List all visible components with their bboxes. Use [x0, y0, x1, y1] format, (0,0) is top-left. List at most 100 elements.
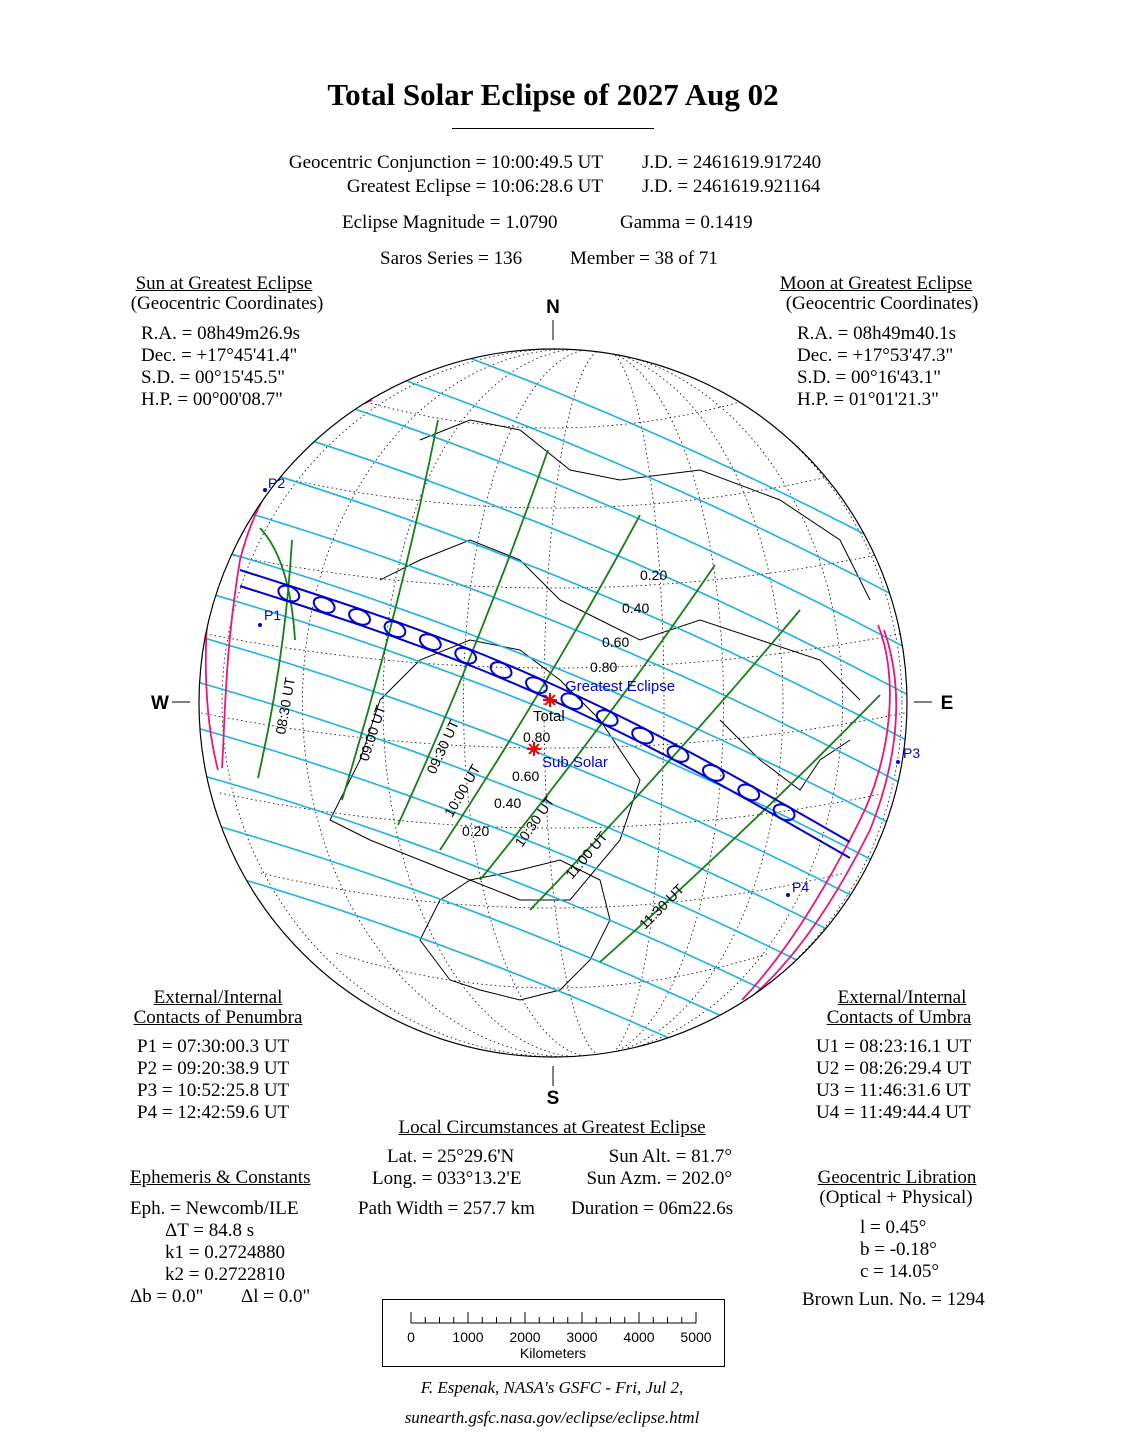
local-lat: Lat. = 25°29.6'N — [387, 1146, 515, 1167]
penumbra-p3: P3 = 10:52:25.8 UT — [137, 1080, 290, 1101]
p2-label: P2 — [268, 475, 285, 491]
ephemeris-k2: k2 = 0.2722810 — [165, 1264, 285, 1285]
magnitude-label: 0.40 — [494, 795, 521, 811]
penumbra-heading-1: External/Internal — [153, 987, 283, 1008]
meridian-line — [543, 349, 665, 1057]
p1-label: P1 — [264, 607, 281, 623]
time-lines — [257, 419, 881, 963]
magnitude-label: 0.20 — [640, 567, 667, 583]
contact-points: P2 P1 P3 P4 — [258, 475, 920, 897]
saros-member: Member = 38 of 71 — [570, 248, 718, 269]
time-label: 11:00 UT — [562, 828, 611, 882]
compass-east: E — [941, 693, 954, 714]
footer-credit: F. Espenak, NASA's GSFC - Fri, Jul 2, — [420, 1378, 684, 1397]
umbra-u1: U1 = 08:23:16.1 UT — [816, 1036, 972, 1057]
conjunction-time: Geocentric Conjunction = 10:00:49.5 UT — [288, 152, 603, 173]
ephemeris-heading: Ephemeris & Constants — [130, 1167, 311, 1188]
umbra-shadow-ellipse — [666, 745, 690, 763]
meridian-line — [221, 349, 903, 1057]
time-line — [599, 694, 881, 963]
umbra-heading-1: External/Internal — [837, 987, 967, 1008]
umbra-shadow-ellipse — [701, 764, 725, 782]
magnitude-label: 0.80 — [523, 729, 550, 745]
local-path-width: Path Width = 257.7 km — [358, 1198, 535, 1219]
parallel-line — [260, 472, 846, 509]
umbra-heading-2: Contacts of Umbra — [826, 1007, 972, 1028]
east-limit — [741, 624, 891, 1001]
moon-heading: Moon at Greatest Eclipse — [779, 273, 973, 294]
compass-north: N — [546, 297, 560, 318]
magnitude-label: 0.60 — [512, 768, 539, 784]
scale-tick-label: 4000 — [623, 1329, 654, 1345]
local-duration: Duration = 06m22.6s — [571, 1198, 734, 1219]
ephemeris-eph: Eph. = Newcomb/ILE — [130, 1198, 299, 1219]
greatest-eclipse-star-icon — [543, 693, 557, 707]
brown-lunation: Brown Lun. No. = 1294 — [802, 1289, 985, 1310]
scale-unit-label: Kilometers — [520, 1345, 586, 1361]
sun-sd: S.D. = 00°15'45.5" — [141, 367, 286, 388]
ephemeris-delta-l: Δl = 0.0" — [241, 1286, 311, 1307]
time-line — [257, 539, 293, 779]
p4-label: P4 — [792, 879, 809, 895]
conjunction-jd: J.D. = 2461619.917240 — [642, 152, 822, 173]
compass-west: W — [151, 693, 169, 714]
umbra-shadow-ellipse — [525, 676, 548, 695]
meridian-line — [302, 349, 843, 1057]
local-heading: Local Circumstances at Greatest Eclipse — [398, 1117, 706, 1138]
time-line — [529, 609, 801, 911]
umbra-shadow-ellipse — [454, 646, 478, 665]
magnitude-label: 0.80 — [590, 659, 617, 675]
umbra-shadow-ellipse — [737, 783, 761, 802]
umbra-shadow-ellipse — [631, 726, 654, 745]
sun-dec: Dec. = +17°45'41.4" — [141, 345, 298, 366]
west-limit-inner — [221, 401, 366, 769]
magnitude-curve — [199, 852, 907, 1057]
umbra-shadow-ellipse — [595, 709, 619, 727]
scale-tick-label: 2000 — [509, 1329, 540, 1345]
scale-tick-label: 3000 — [566, 1329, 597, 1345]
distance-scale-box: 0 1000 2000 3000 4000 5000 Kilometers — [382, 1299, 725, 1367]
magnitude-labels: 0.20 0.40 0.60 0.80 0.80 0.60 0.40 0.20 — [462, 567, 667, 839]
time-line — [397, 449, 549, 826]
distance-scale: 0 1000 2000 3000 4000 5000 Kilometers — [407, 1312, 712, 1361]
umbral-path — [239, 569, 851, 859]
globe-outline — [198, 348, 908, 1058]
moon-hp: H.P. = 01°01'21.3" — [797, 389, 939, 410]
scale-tick-label: 1000 — [452, 1329, 483, 1345]
moon-ra: R.A. = 08h49m40.1s — [797, 323, 957, 344]
sun-ra: R.A. = 08h49m26.9s — [141, 323, 301, 344]
libration-l: l = 0.45° — [860, 1217, 927, 1238]
libration-c: c = 14.05° — [860, 1261, 939, 1282]
parallel-line — [336, 392, 770, 429]
libration-subheading: (Optical + Physical) — [819, 1187, 973, 1208]
sun-heading: Sun at Greatest Eclipse — [135, 273, 313, 294]
p3-label: P3 — [903, 745, 920, 761]
moon-subheading: (Geocentric Coordinates) — [785, 293, 979, 314]
umbra-shadow-ellipse — [277, 584, 301, 603]
parallel-line — [219, 792, 887, 829]
penumbra-heading-2: Contacts of Penumbra — [133, 1007, 303, 1028]
libration-heading: Geocentric Libration — [817, 1167, 977, 1188]
magnitude-curve — [199, 622, 907, 954]
penumbra-p1: P1 = 07:30:00.3 UT — [137, 1036, 290, 1057]
parallel-line — [219, 552, 887, 589]
magnitude-curves — [199, 349, 907, 1057]
parallel-line — [260, 872, 846, 909]
sub-solar-label: Sub Solar — [542, 754, 608, 771]
penumbra-p4: P4 = 12:42:59.6 UT — [137, 1102, 290, 1123]
sub-solar-star-icon — [527, 742, 541, 756]
total-label: Total — [533, 708, 565, 725]
meridian-line — [463, 349, 724, 1057]
saros-series: Saros Series = 136 — [380, 248, 523, 269]
umbra-shadow-ellipse — [772, 803, 796, 822]
ephemeris-k1: k1 = 0.2724880 — [165, 1242, 285, 1263]
magnitude-label: 0.60 — [602, 634, 629, 650]
ephemeris-delta-t: ΔT = 84.8 s — [165, 1220, 255, 1241]
local-long: Long. = 033°13.2'E — [372, 1168, 522, 1189]
local-sun-azm: Sun Azm. = 202.0° — [586, 1168, 732, 1189]
sun-subheading: (Geocentric Coordinates) — [130, 293, 324, 314]
umbra-shadow-ellipse — [348, 608, 371, 626]
greatest-jd: J.D. = 2461619.921164 — [642, 176, 821, 197]
